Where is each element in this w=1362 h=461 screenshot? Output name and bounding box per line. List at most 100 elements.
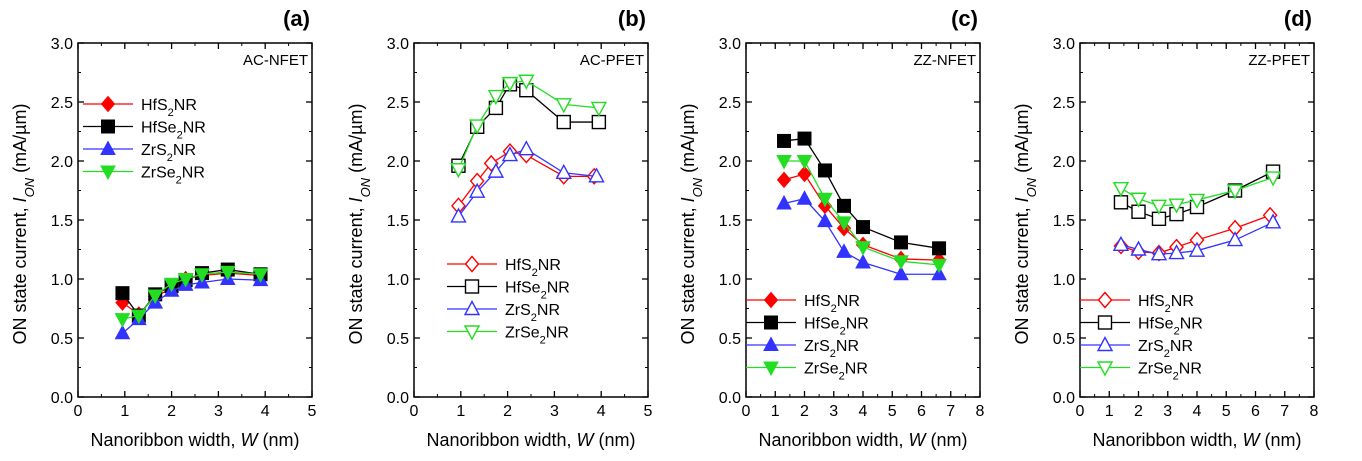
- data-point: [894, 235, 909, 250]
- data-point: [501, 146, 519, 162]
- legend-marker: [464, 255, 480, 273]
- legend-marker: [463, 300, 481, 316]
- y-tick-label: 1.0: [719, 272, 741, 289]
- y-tick-label: 1.5: [719, 213, 741, 230]
- series-ZrSe2NR: [114, 265, 269, 328]
- legend-marker: [764, 315, 778, 330]
- y-tick-label: 0.0: [387, 390, 409, 407]
- x-tick-label: 6: [917, 403, 926, 420]
- y-tick-label: 0.0: [719, 390, 741, 407]
- panel-label: (a): [283, 6, 310, 31]
- legend-label: HfS2NR: [1138, 293, 1194, 315]
- data-point: [931, 258, 947, 274]
- data-point: [817, 163, 832, 178]
- data-point: [163, 277, 180, 293]
- x-tick-label: 3: [214, 403, 223, 420]
- legend-label: ZrS2NR: [141, 142, 196, 164]
- data-point: [836, 198, 851, 213]
- data-point: [817, 192, 833, 208]
- data-point: [836, 243, 852, 258]
- x-tick-label: 3: [1163, 403, 1172, 420]
- legend-marker: [763, 361, 779, 377]
- data-point: [114, 313, 131, 328]
- data-point: [487, 89, 505, 106]
- x-tick-label: 2: [1134, 403, 1143, 420]
- x-axis-label: Nanoribbon width, W (nm): [426, 430, 635, 450]
- x-tick-label: 8: [976, 403, 985, 420]
- data-point: [1188, 193, 1206, 209]
- legend-label: HfSe2NR: [1138, 316, 1203, 338]
- panel-label: (c): [951, 6, 978, 31]
- device-label: AC-NFET: [243, 52, 308, 69]
- legend-label: ZrSe2NR: [141, 165, 205, 187]
- legend-label: HfS2NR: [804, 293, 860, 315]
- data-point: [1168, 244, 1185, 260]
- data-point: [1112, 181, 1130, 198]
- x-axis-label: Nanoribbon width, W (nm): [1092, 430, 1301, 450]
- data-point: [487, 162, 505, 178]
- data-point: [450, 163, 467, 179]
- legend-label: ZrSe2NR: [505, 325, 569, 347]
- chart-panel-2: 0.0 0.5 1.0 1.5 2.0 2.5 3.0 0 1 2 3 4 5 (b) AC-PFET HfS…: [346, 6, 653, 450]
- data-point: [556, 114, 571, 130]
- x-axis-label: Nanoribbon width, W (nm): [758, 430, 967, 450]
- data-point: [518, 74, 535, 90]
- legend-marker: [100, 95, 116, 113]
- data-point: [177, 273, 194, 288]
- data-point: [194, 268, 210, 283]
- legend-label: ZrS2NR: [1138, 338, 1193, 360]
- y-tick-label: 0.5: [1053, 331, 1075, 348]
- legend-marker: [1096, 336, 1114, 352]
- y-tick-label: 1.5: [51, 213, 73, 230]
- y-tick-label: 0.5: [51, 331, 73, 348]
- y-tick-label: 0.0: [51, 390, 73, 407]
- y-tick-label: 0.0: [1053, 390, 1075, 407]
- legend-marker: [763, 291, 779, 309]
- y-axis-label: ON state current, ION (mA/µm): [10, 104, 37, 345]
- chart-panel-3: 0.0 0.5 1.0 1.5 2.0 2.5 3.0 0 1 2 3 4 5 6 7 8 (c) ZZ-NFET…: [678, 6, 985, 450]
- legend-label: ZrS2NR: [505, 302, 560, 324]
- y-tick-label: 0.5: [387, 331, 409, 348]
- legend-marker: [463, 325, 481, 341]
- x-tick-label: 0: [410, 403, 419, 420]
- data-point: [1150, 199, 1168, 215]
- chart-panel-4: 0.0 0.5 1.0 1.5 2.0 2.5 3.0 0 1 2 3 4 5 6 7 8 (d) ZZ-PFET…: [1012, 6, 1319, 450]
- series-ZrS2NR: [776, 190, 947, 281]
- data-point: [777, 133, 792, 148]
- legend-marker: [101, 119, 115, 134]
- data-point: [219, 265, 236, 281]
- data-point: [588, 167, 605, 183]
- series-ZrSe2NR: [776, 155, 947, 274]
- data-point: [1226, 184, 1244, 200]
- x-tick-label: 1: [1105, 403, 1114, 420]
- panel-label: (d): [1284, 6, 1312, 31]
- data-point: [147, 289, 164, 305]
- x-tick-label: 0: [1076, 403, 1085, 420]
- y-tick-label: 1.5: [1053, 213, 1075, 230]
- data-point: [1150, 245, 1168, 261]
- legend-marker: [1097, 315, 1113, 330]
- y-tick-label: 0.5: [719, 331, 741, 348]
- series-HfSe2NR: [777, 131, 947, 256]
- series-ZrSe2NR: [1112, 171, 1282, 215]
- y-axis-label: ON state current, ION (mA/µm): [1012, 104, 1039, 345]
- data-point: [469, 119, 486, 135]
- series-ZrS2NR: [1112, 213, 1282, 261]
- x-tick-label: 2: [800, 403, 809, 420]
- data-point: [856, 220, 870, 235]
- chart-panel-1: 0.0 0.5 1.0 1.5 2.0 2.5 3.0 0 1 2 3 4 5 (a) AC-NFET HfS…: [10, 6, 317, 450]
- y-tick-label: 2.5: [387, 95, 409, 112]
- data-point: [131, 309, 147, 325]
- data-point: [518, 140, 535, 156]
- data-point: [114, 324, 131, 340]
- x-tick-label: 7: [1280, 403, 1289, 420]
- data-point: [590, 101, 608, 117]
- x-tick-label: 5: [308, 403, 317, 420]
- data-point: [1264, 171, 1282, 187]
- x-tick-label: 0: [742, 403, 751, 420]
- y-tick-label: 1.0: [51, 272, 73, 289]
- legend-marker: [464, 279, 480, 294]
- y-axis-label: ON state current, ION (mA/µm): [346, 104, 373, 345]
- legend-label: HfSe2NR: [804, 316, 869, 338]
